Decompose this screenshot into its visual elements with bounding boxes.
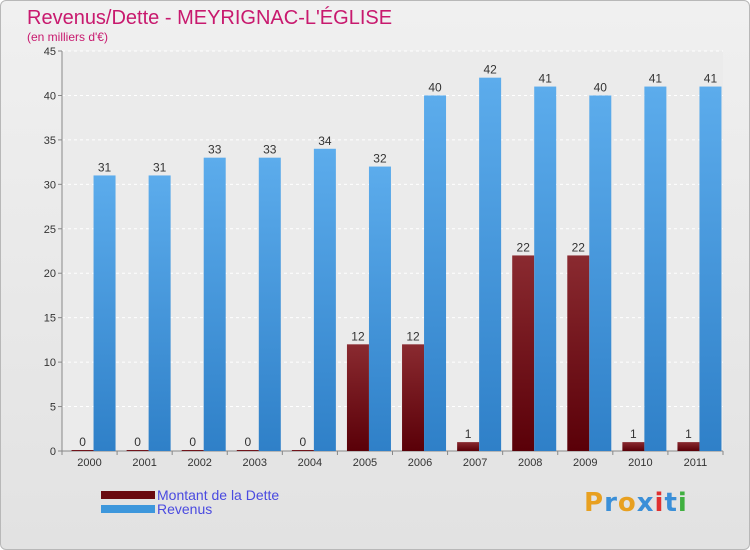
y-tick-label: 40 [44, 90, 56, 102]
data-label-revenue-2000: 31 [98, 160, 112, 174]
x-tick-label: 2009 [573, 457, 597, 469]
bar-debt-2005 [346, 344, 369, 451]
data-label-revenue-2009: 40 [594, 80, 608, 94]
legend-label-debt: Montant de la Dette [157, 487, 280, 503]
x-tick-label: 2003 [243, 457, 267, 469]
bar-debt-2000 [71, 450, 94, 451]
y-tick-label: 5 [50, 402, 56, 414]
data-label-debt-2008: 22 [517, 240, 531, 254]
data-label-debt-2009: 22 [572, 240, 586, 254]
y-tick-label: 0 [50, 446, 56, 458]
x-tick-label: 2010 [628, 457, 652, 469]
x-tick-label: 2004 [298, 457, 322, 469]
bar-revenue-2000 [93, 175, 116, 451]
data-label-debt-2002: 0 [189, 435, 196, 449]
data-label-revenue-2008: 41 [539, 72, 553, 86]
data-label-revenue-2005: 32 [373, 152, 387, 166]
x-tick-label: 2002 [187, 457, 211, 469]
bar-debt-2011 [677, 442, 700, 451]
legend-label-revenue: Revenus [157, 501, 213, 517]
x-tick-label: 2006 [408, 457, 432, 469]
legend-swatch-debt [101, 491, 155, 499]
chart-title: Revenus/Dette - MEYRIGNAC-L'ÉGLISE [27, 7, 393, 29]
plot-area [62, 51, 723, 451]
logo-letter: P [584, 488, 605, 518]
y-tick-label: 45 [44, 46, 56, 58]
bar-debt-2008 [512, 255, 535, 451]
bar-debt-2007 [457, 442, 480, 451]
data-label-revenue-2003: 33 [263, 143, 277, 157]
data-label-debt-2000: 0 [79, 435, 86, 449]
y-tick-label: 35 [44, 135, 56, 147]
data-label-revenue-2002: 33 [208, 143, 222, 157]
chart-subtitle: (en milliers d'€) [27, 30, 108, 44]
logo-letter: i [677, 488, 688, 518]
logo-letter: x [636, 488, 655, 518]
bar-debt-2006 [402, 344, 425, 451]
y-tick-label: 25 [44, 224, 56, 236]
bar-debt-2004 [291, 450, 314, 451]
y-tick-label: 20 [44, 268, 56, 280]
bar-revenue-2009 [589, 95, 612, 451]
bar-debt-2010 [622, 442, 645, 451]
logo-letter: o [617, 488, 637, 518]
data-label-debt-2005: 12 [351, 329, 365, 343]
x-tick-label: 2000 [77, 457, 101, 469]
data-label-revenue-2007: 42 [483, 63, 497, 77]
x-tick-label: 2008 [518, 457, 542, 469]
bar-revenue-2003 [258, 157, 281, 451]
bar-revenue-2011 [699, 86, 722, 452]
logo-letter: i [654, 488, 665, 518]
y-tick-label: 15 [44, 313, 56, 325]
x-tick-label: 2007 [463, 457, 487, 469]
legend-item-revenue: Revenus [101, 501, 212, 517]
legend-item-debt: Montant de la Dette [101, 487, 279, 503]
legend-swatch-revenue [101, 505, 155, 513]
proxiti-logo: Proxiti [584, 488, 688, 518]
bar-debt-2002 [181, 450, 204, 451]
bar-revenue-2002 [203, 157, 226, 451]
data-label-revenue-2011: 41 [704, 72, 718, 86]
data-label-debt-2001: 0 [134, 435, 141, 449]
x-tick-label: 2011 [684, 457, 708, 469]
bar-revenue-2004 [313, 148, 336, 451]
y-tick-label: 10 [44, 357, 56, 369]
bar-revenue-2010 [644, 86, 667, 452]
bars-layer [71, 77, 722, 452]
data-label-revenue-2001: 31 [153, 160, 167, 174]
y-tick-label: 30 [44, 179, 56, 191]
bar-debt-2001 [126, 450, 149, 451]
data-label-debt-2010: 1 [630, 427, 637, 441]
x-tick-label: 2005 [353, 457, 377, 469]
data-label-debt-2011: 1 [685, 427, 692, 441]
bar-revenue-2008 [534, 86, 557, 452]
data-label-debt-2007: 1 [465, 427, 472, 441]
bar-revenue-2007 [479, 77, 502, 452]
bar-debt-2003 [236, 450, 259, 451]
data-label-debt-2006: 12 [406, 329, 420, 343]
bar-debt-2009 [567, 255, 590, 451]
grid-layer [58, 50, 724, 455]
labels-layer: 0510152025303540450312000031200103320020… [44, 46, 718, 469]
bar-revenue-2005 [368, 166, 391, 452]
data-label-revenue-2004: 34 [318, 134, 332, 148]
data-label-revenue-2006: 40 [428, 80, 442, 94]
data-label-debt-2003: 0 [244, 435, 251, 449]
data-label-revenue-2010: 41 [649, 72, 663, 86]
bar-revenue-2006 [424, 95, 447, 451]
x-tick-label: 2001 [132, 457, 156, 469]
logo-letter: r [604, 488, 618, 518]
logo-letter: t [664, 488, 678, 518]
data-label-debt-2004: 0 [300, 435, 307, 449]
bar-revenue-2001 [148, 175, 171, 451]
